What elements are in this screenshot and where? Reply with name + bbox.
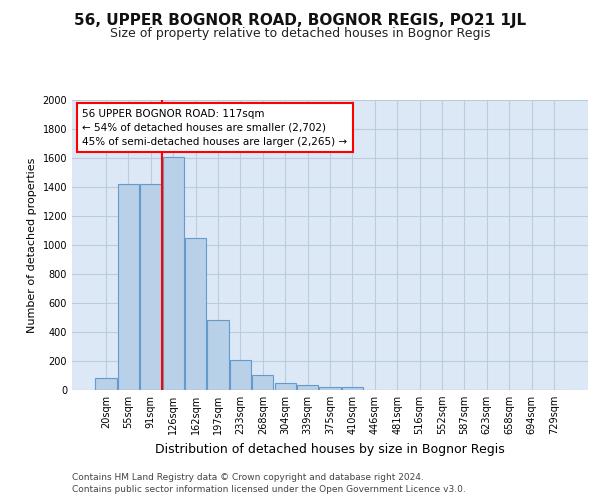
X-axis label: Distribution of detached houses by size in Bognor Regis: Distribution of detached houses by size … xyxy=(155,442,505,456)
Bar xyxy=(230,360,251,390)
Bar xyxy=(118,184,139,390)
Y-axis label: Number of detached properties: Number of detached properties xyxy=(27,158,37,332)
Bar xyxy=(95,378,117,390)
Text: 56, UPPER BOGNOR ROAD, BOGNOR REGIS, PO21 1JL: 56, UPPER BOGNOR ROAD, BOGNOR REGIS, PO2… xyxy=(74,12,526,28)
Bar xyxy=(185,238,206,390)
Bar xyxy=(163,156,184,390)
Bar xyxy=(208,320,229,390)
Text: Contains HM Land Registry data © Crown copyright and database right 2024.: Contains HM Land Registry data © Crown c… xyxy=(72,472,424,482)
Text: Contains public sector information licensed under the Open Government Licence v3: Contains public sector information licen… xyxy=(72,485,466,494)
Bar xyxy=(140,184,161,390)
Text: 56 UPPER BOGNOR ROAD: 117sqm
← 54% of detached houses are smaller (2,702)
45% of: 56 UPPER BOGNOR ROAD: 117sqm ← 54% of de… xyxy=(82,108,347,146)
Bar xyxy=(275,384,296,390)
Bar xyxy=(342,387,363,390)
Text: Size of property relative to detached houses in Bognor Regis: Size of property relative to detached ho… xyxy=(110,28,490,40)
Bar xyxy=(297,385,318,390)
Bar xyxy=(319,387,341,390)
Bar xyxy=(252,375,274,390)
